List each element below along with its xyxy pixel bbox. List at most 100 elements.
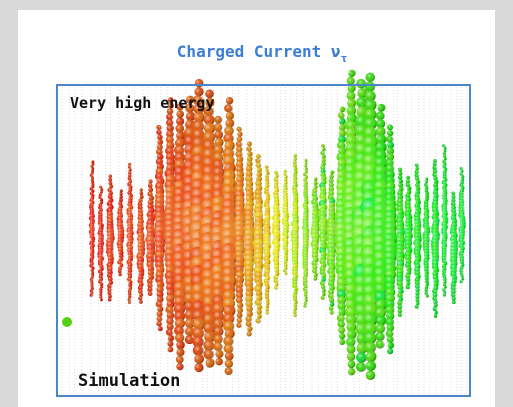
hit-shine <box>157 134 162 139</box>
hit-shine <box>357 362 367 372</box>
hit-shine <box>237 307 243 313</box>
hit-shine <box>406 179 410 183</box>
hit-shine <box>99 298 102 301</box>
bottom-label: Simulation <box>78 371 180 391</box>
hit-shine <box>398 171 402 175</box>
hit-shine <box>425 180 428 183</box>
hit-shine <box>365 361 375 371</box>
hit-shine <box>293 304 297 308</box>
hit-shine <box>176 341 185 350</box>
hit-shine <box>434 311 438 315</box>
hit-shine <box>128 292 131 295</box>
hit-shine <box>148 183 153 188</box>
hit-shine <box>293 160 297 164</box>
hit-shine <box>304 299 307 302</box>
hit-shine <box>304 165 307 168</box>
hit-shine <box>329 302 334 307</box>
hit-shine <box>387 124 393 130</box>
hit-shine <box>443 152 446 155</box>
hit-shine <box>204 349 214 359</box>
hit-shine <box>275 286 279 290</box>
hit-shine <box>237 136 243 142</box>
hit-shine <box>256 163 261 168</box>
hit-shine <box>265 311 268 314</box>
hit-shine <box>433 166 437 170</box>
hit-shine <box>321 285 325 289</box>
hit-shine <box>387 130 393 136</box>
hit-shine <box>425 178 428 181</box>
hit-shine <box>284 175 287 178</box>
hit-shine <box>452 297 456 301</box>
hit-shine <box>167 329 174 336</box>
hit-shine <box>128 295 131 298</box>
hit-shine <box>225 367 233 375</box>
hit-shine <box>247 141 252 146</box>
hit-shine <box>128 298 131 301</box>
hit-shine <box>313 273 317 277</box>
hit-shine <box>443 294 446 297</box>
hit-shine <box>452 300 456 304</box>
hit-shine <box>274 279 278 283</box>
hit-shine <box>460 272 463 275</box>
hit-shine <box>225 111 234 120</box>
hit-shine <box>128 163 131 166</box>
hit-shine <box>443 288 446 291</box>
hit-shine <box>425 294 428 297</box>
hit-shine <box>139 293 143 297</box>
hit-shine <box>387 348 393 354</box>
hit-shine <box>443 291 446 294</box>
hit-shine <box>347 70 354 77</box>
hit-shine <box>109 175 112 178</box>
hit-shine <box>304 296 307 299</box>
hit-shine <box>284 170 287 173</box>
hit-shine <box>225 104 233 112</box>
hit-shine <box>433 303 437 307</box>
hit-shine <box>225 352 234 361</box>
hit-shine <box>398 175 402 179</box>
hit-shine <box>387 336 394 343</box>
hit-shine <box>119 189 122 192</box>
hit-shine <box>443 283 446 286</box>
hit-shine <box>387 136 394 143</box>
hit-shine <box>157 326 162 331</box>
hit-shine <box>275 171 278 174</box>
hit-shine <box>425 292 428 295</box>
hit-shine <box>139 188 142 191</box>
top-label: Very high energy <box>70 94 215 112</box>
hit-shine <box>293 300 297 304</box>
hit-shine <box>415 298 419 302</box>
hit-shine <box>99 186 102 189</box>
hit-shine <box>118 267 122 271</box>
hit-shine <box>376 332 385 341</box>
hit-shine <box>294 314 297 317</box>
hit-shine <box>284 272 287 275</box>
hit-shine <box>347 345 356 354</box>
hit-shine <box>176 363 183 370</box>
hit-shine <box>460 280 463 283</box>
hit-shine <box>194 79 203 88</box>
hit-shine <box>321 144 325 148</box>
hit-shine <box>425 183 428 186</box>
hit-shine <box>99 191 102 194</box>
hit-shine <box>237 323 242 328</box>
hit-shine <box>215 116 223 124</box>
hit-shine <box>167 335 173 341</box>
hit-shine <box>313 181 317 185</box>
hit-shine <box>128 168 131 171</box>
hit-shine <box>347 352 355 360</box>
hit-shine <box>398 313 402 317</box>
hit-shine <box>321 296 325 300</box>
hit-shine <box>304 305 307 308</box>
hit-shine <box>128 166 131 169</box>
hit-shine <box>149 179 153 183</box>
hit-shine <box>338 112 344 118</box>
hit-shine <box>265 301 269 305</box>
hit-shine <box>119 192 122 195</box>
hit-shine <box>321 289 325 293</box>
hit-shine <box>304 159 307 162</box>
hit-shine <box>329 174 333 178</box>
hit-shine <box>148 287 153 292</box>
hit-shine <box>256 314 261 319</box>
hit-shine <box>167 341 173 347</box>
hit-shine <box>452 195 456 199</box>
